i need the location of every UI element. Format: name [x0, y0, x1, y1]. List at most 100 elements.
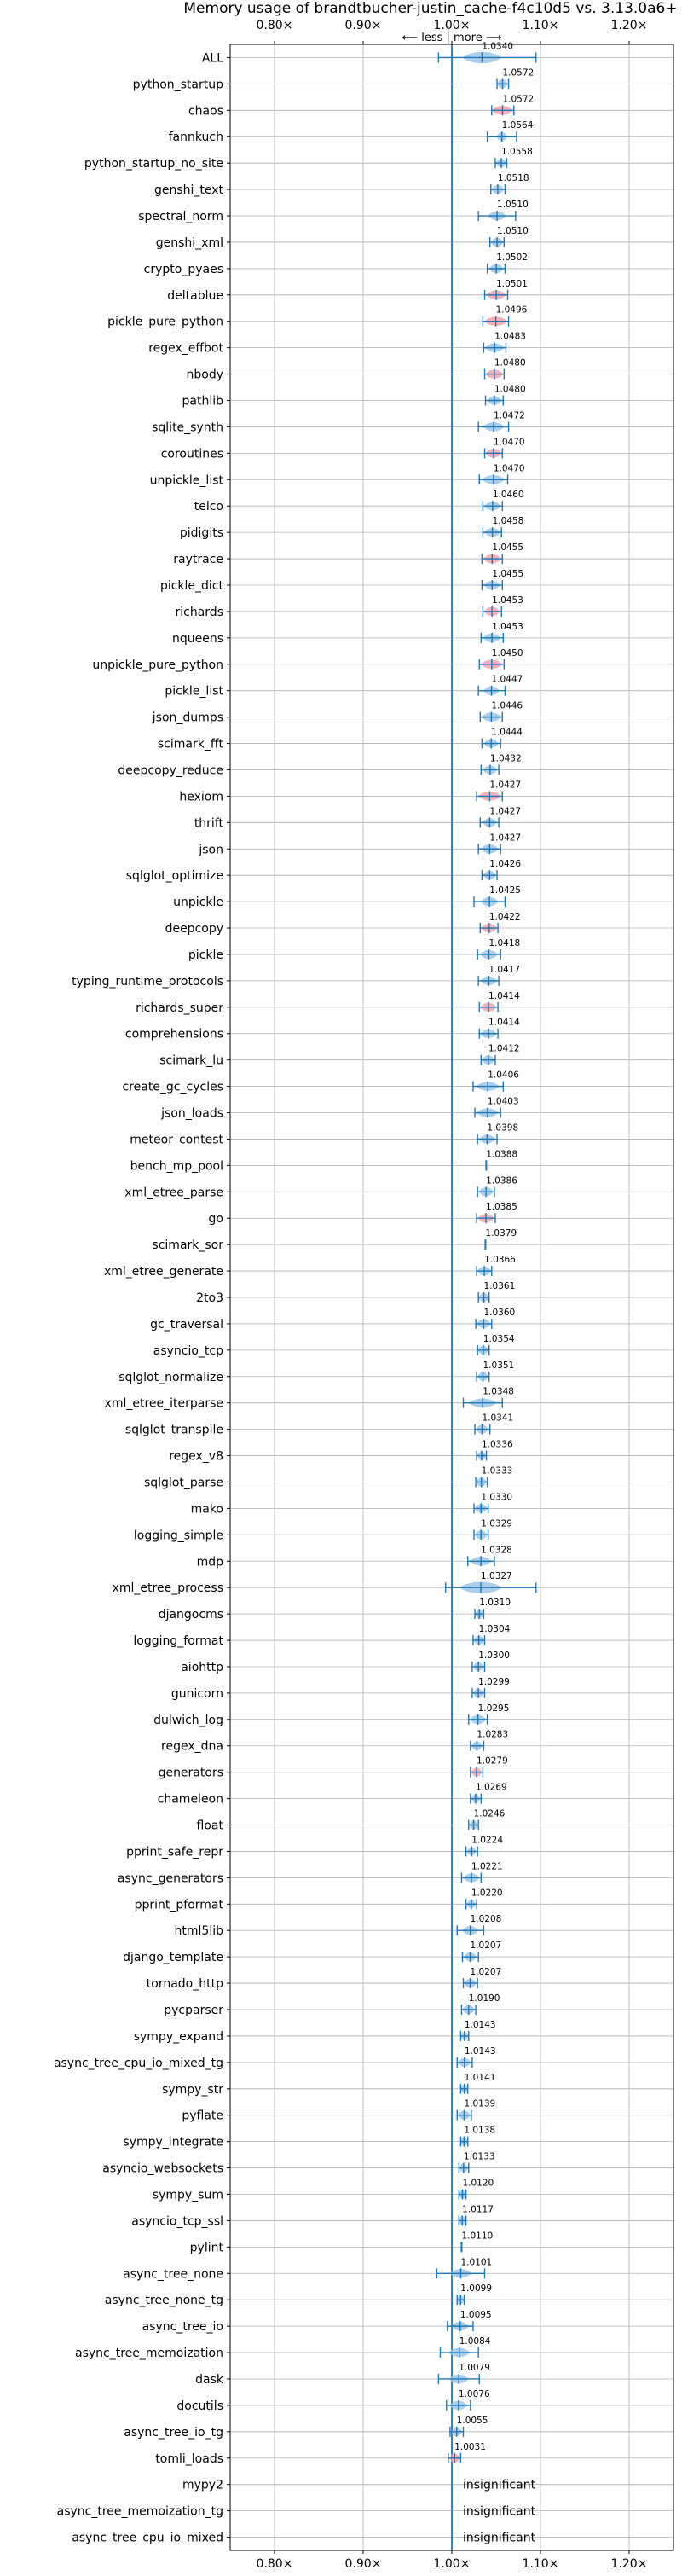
category-label: async_tree_cpu_io_mixed: [72, 2532, 223, 2545]
value-label: 1.0354: [483, 1334, 515, 1344]
category-label: async_tree_io: [142, 2320, 223, 2334]
category-label: asyncio_websockets: [102, 2162, 223, 2176]
category-label: pylint: [190, 2241, 224, 2254]
category-label: hexiom: [179, 790, 223, 804]
category-label: richards: [176, 606, 224, 619]
value-label: 1.0327: [481, 1571, 512, 1581]
value-label: 1.0432: [490, 753, 522, 763]
value-label: 1.0221: [471, 1861, 503, 1871]
category-label: raytrace: [173, 553, 223, 566]
value-label: 1.0279: [477, 1756, 508, 1767]
insignificant-label: insignificant: [463, 2505, 536, 2519]
category-label: pprint_pformat: [135, 1898, 224, 1912]
value-label: 1.0403: [488, 1097, 519, 1107]
value-label: 1.0079: [459, 2363, 490, 2373]
category-label: async_tree_none_tg: [105, 2294, 223, 2307]
category-label: crypto_pyaes: [144, 263, 223, 276]
category-label: genshi_xml: [156, 236, 223, 250]
category-label: mypy2: [182, 2479, 223, 2492]
value-label: 1.0348: [483, 1387, 514, 1397]
x-tick-label-bottom: 0.80×: [257, 2557, 293, 2571]
category-label: thrift: [194, 816, 224, 830]
value-label: 1.0084: [459, 2336, 491, 2347]
category-label: sympy_str: [162, 2083, 223, 2097]
category-label: nqueens: [172, 632, 223, 646]
category-label: pickle_dict: [160, 579, 224, 593]
category-label: mdp: [197, 1555, 224, 1569]
category-label: pycparser: [164, 2004, 223, 2017]
value-label: 1.0412: [488, 1044, 520, 1054]
value-label: 1.0095: [460, 2310, 492, 2320]
value-label: 1.0139: [464, 2099, 495, 2109]
value-label: 1.0398: [487, 1123, 518, 1133]
value-label: 1.0207: [471, 1967, 502, 1977]
category-label: gc_traversal: [150, 1318, 223, 1332]
category-label: sqlglot_optimize: [126, 869, 223, 883]
category-label: asyncio_tcp: [153, 1344, 223, 1358]
category-label: comprehensions: [125, 1028, 223, 1041]
category-label: asyncio_tcp_ssl: [131, 2214, 223, 2228]
x-tick-label-top: 1.20×: [611, 19, 648, 32]
value-label: 1.0388: [486, 1149, 517, 1159]
chart-title: Memory usage of brandtbucher-justin_cach…: [183, 0, 677, 17]
value-label: 1.0385: [486, 1202, 517, 1212]
value-label: 1.0510: [497, 226, 529, 236]
value-label: 1.0360: [483, 1308, 515, 1318]
category-label: typing_runtime_protocols: [72, 975, 223, 989]
value-label: 1.0133: [464, 2152, 495, 2162]
category-label: xml_etree_generate: [104, 1265, 223, 1279]
value-label: 1.0295: [478, 1703, 510, 1714]
category-label: sqlglot_transpile: [125, 1424, 223, 1437]
x-tick-label-top: 1.00×: [434, 19, 471, 32]
value-label: 1.0460: [493, 490, 524, 500]
value-label: 1.0330: [481, 1492, 512, 1502]
category-label: telco: [194, 500, 223, 513]
category-label: aiohttp: [181, 1661, 223, 1674]
value-label: 1.0329: [481, 1518, 512, 1529]
category-label: dask: [195, 2373, 224, 2387]
value-label: 1.0386: [486, 1175, 517, 1186]
value-label: 1.0143: [465, 2020, 496, 2030]
value-label: 1.0450: [492, 648, 523, 659]
category-label: gunicorn: [171, 1687, 223, 1701]
x-tick-label-bottom: 1.20×: [611, 2557, 648, 2571]
value-label: 1.0453: [492, 595, 523, 606]
category-label: fannkuch: [169, 131, 223, 144]
value-label: 1.0333: [482, 1465, 513, 1476]
value-label: 1.0470: [494, 463, 525, 473]
labels-layer: 0.80× 0.80× 0.90× 0.90× 1.00× 1.00× 1.10× 1.10×…: [54, 19, 648, 2571]
value-label: 1.0446: [491, 701, 523, 711]
category-label: pickle_list: [165, 685, 223, 699]
category-label: tomli_loads: [155, 2452, 223, 2466]
value-label: 1.0572: [502, 94, 534, 104]
plot-frame: [229, 44, 674, 2551]
category-label: meteor_contest: [130, 1133, 223, 1146]
category-label: float: [197, 1819, 224, 1833]
value-label: 1.0141: [465, 2073, 496, 2083]
value-label: 1.0269: [476, 1783, 507, 1793]
category-label: python_startup: [133, 78, 223, 91]
category-label: chameleon: [158, 1793, 223, 1807]
category-label: docutils: [176, 2399, 223, 2413]
value-label: 1.0426: [489, 859, 521, 869]
category-label: spectral_norm: [138, 210, 223, 223]
category-label: mako: [191, 1502, 223, 1516]
value-label: 1.0427: [489, 806, 521, 816]
value-label: 1.0117: [462, 2204, 494, 2214]
value-label: 1.0444: [491, 728, 523, 738]
value-label: 1.0138: [464, 2126, 495, 2136]
category-label: scimark_fft: [158, 738, 224, 751]
x-tick-label-bottom: 0.90×: [345, 2557, 382, 2571]
value-label: 1.0220: [471, 1888, 503, 1898]
category-label: django_template: [123, 1951, 223, 1964]
x-tick-label-top: 0.80×: [257, 19, 293, 32]
value-label: 1.0480: [494, 358, 526, 368]
category-label: generators: [159, 1767, 223, 1780]
value-label: 1.0558: [501, 147, 533, 157]
category-label: pyflate: [182, 2109, 223, 2123]
category-label: async_tree_cpu_io_mixed_tg: [54, 2057, 223, 2070]
value-label: 1.0453: [492, 622, 523, 632]
category-label: 2to3: [196, 1291, 223, 1305]
category-label: async_generators: [118, 1871, 223, 1885]
value-label: 1.0501: [496, 279, 528, 289]
